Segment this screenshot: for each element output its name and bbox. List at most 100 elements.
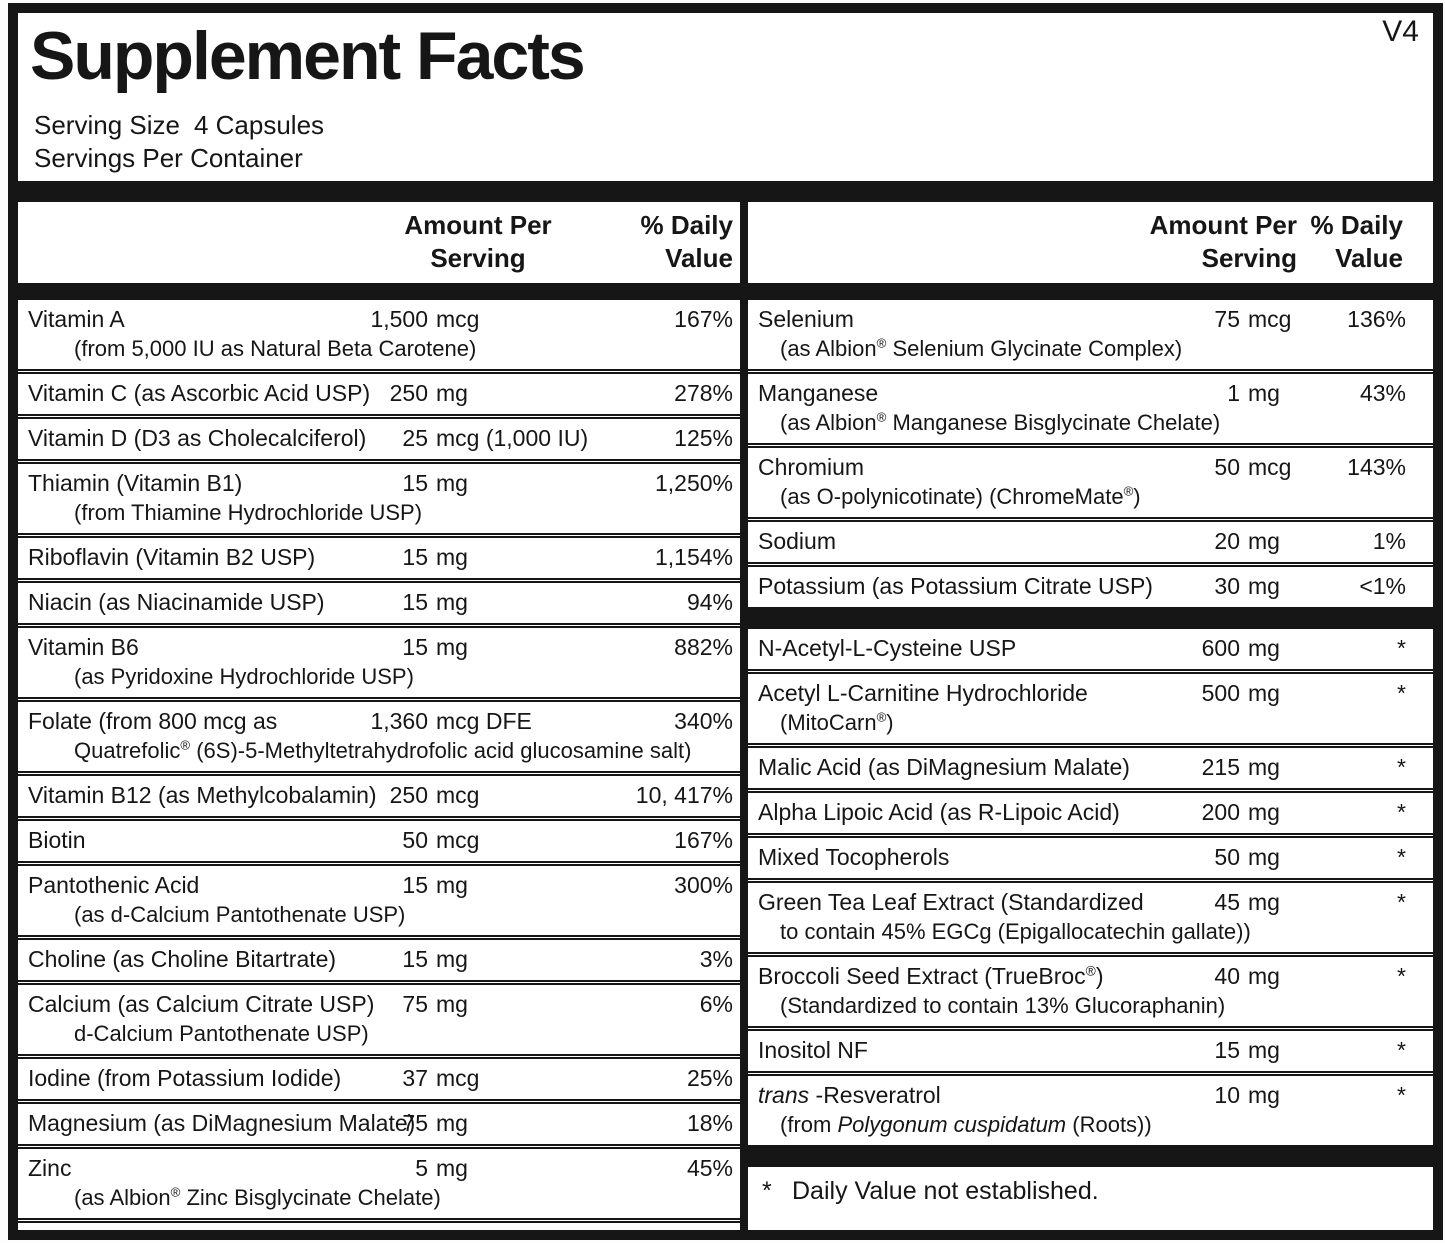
left-nutrient-column: Vitamin A (from 5,000 IU as Natural Beta …	[18, 300, 740, 1230]
nutrient-daily-value: 3%	[699, 946, 733, 972]
nutrient-daily-value: 43%	[1359, 380, 1406, 406]
nutrient-detail: (Standardized to contain 13% Glucoraphan…	[780, 993, 1226, 1018]
serving-info: Serving Size 4 Capsules Servings Per Cont…	[34, 109, 324, 175]
nutrient-detail: (as O-polynicotinate) (ChromeMate®)	[780, 483, 1141, 509]
nutrient-name: Vitamin B6 (as Pyridoxine Hydrochloride U…	[28, 633, 740, 691]
nutrient-row: Mixed Tocopherols 50 mg *	[748, 833, 1433, 878]
nutrient-row: Biotin 50 mcg 167%	[18, 816, 740, 861]
nutrient-detail: (MitoCarn®)	[780, 709, 894, 735]
nutrient-daily-value: <1%	[1359, 573, 1406, 599]
nutrient-amount: 75 mg	[402, 1110, 468, 1136]
nutrient-amount: 75 mcg	[1214, 306, 1292, 332]
nutrient-row: Zinc (as Albion® Zinc Bisglycinate Chelat…	[18, 1144, 740, 1223]
nutrient-daily-value: 1,250%	[654, 470, 733, 496]
nutrient-row: Thiamin (Vitamin B1) (from Thiamine Hydro…	[18, 459, 740, 533]
nutrient-amount: 37 mcg	[402, 1065, 480, 1091]
nutrient-detail: (from Thiamine Hydrochloride USP)	[74, 500, 423, 525]
nutrient-name: Folate (from 800 mcg as Quatrefolic® (6S)…	[28, 707, 740, 765]
nutrient-name: Thiamin (Vitamin B1) (from Thiamine Hydro…	[28, 469, 740, 527]
right-amount-header: Amount Per Serving	[1149, 210, 1297, 273]
nutrient-row: Riboflavin (Vitamin B2 USP) 15 mg 1,154%	[18, 533, 740, 578]
nutrient-detail: (from Polygonum cuspidatum (Roots))	[780, 1112, 1152, 1137]
nutrient-name: Vitamin D (D3 as Cholecalciferol)	[28, 425, 367, 451]
nutrient-amount: 15 mg	[402, 470, 468, 496]
nutrient-row: Malic Acid (as DiMagnesium Malate) 215 mg *	[748, 743, 1433, 788]
nutrient-amount: 5 mg	[415, 1155, 468, 1181]
nutrient-daily-value: *	[1397, 680, 1406, 706]
nutrient-amount: 15 mg	[402, 589, 468, 615]
daily-value-footnote: * Daily Value not established.	[748, 1167, 1433, 1206]
nutrient-amount: 30 mg	[1214, 573, 1280, 599]
nutrient-row: Broccoli Seed Extract (TrueBroc®) (Standa…	[748, 952, 1433, 1026]
nutrient-row: Vitamin D (D3 as Cholecalciferol) 25 mcg (…	[18, 414, 740, 459]
nutrient-detail: (as Albion® Zinc Bisglycinate Chelate)	[74, 1184, 441, 1210]
nutrient-daily-value: 125%	[674, 425, 733, 451]
nutrient-daily-value: *	[1397, 754, 1406, 780]
nutrient-daily-value: *	[1397, 844, 1406, 870]
nutrient-daily-value: 167%	[674, 306, 733, 332]
nutrient-name: Calcium (as Calcium Citrate USP) d-Calciu…	[28, 990, 740, 1048]
nutrient-name: Biotin	[28, 827, 86, 853]
nutrient-name: Inositol NF	[758, 1037, 868, 1063]
nutrient-row: Alpha Lipoic Acid (as R-Lipoic Acid) 200 m…	[748, 788, 1433, 833]
nutrients-body: Vitamin A (from 5,000 IU as Natural Beta …	[18, 300, 1433, 1230]
nutrient-name: Acetyl L-Carnitine Hydrochloride (MitoCar…	[758, 679, 1433, 737]
nutrient-row: Niacin (as Niacinamide USP) 15 mg 94%	[18, 578, 740, 623]
nutrient-name: Niacin (as Niacinamide USP)	[28, 589, 325, 615]
column-divider	[740, 202, 748, 1230]
nutrient-row: Manganese (as Albion® Manganese Bisglycin…	[748, 369, 1433, 443]
nutrient-amount: 1,500 mcg	[370, 306, 480, 332]
nutrient-name: Choline (as Choline Bitartrate)	[28, 946, 337, 972]
nutrient-amount: 20 mg	[1214, 528, 1280, 554]
nutrient-daily-value: *	[1397, 1082, 1406, 1108]
nutrient-name: Mixed Tocopherols	[758, 844, 950, 870]
nutrient-detail: to contain 45% EGCg (Epigallocatechin ga…	[780, 919, 1251, 944]
nutrient-amount: 250 mcg	[389, 782, 480, 808]
nutrient-row: Vitamin B6 (as Pyridoxine Hydrochloride U…	[18, 623, 740, 697]
nutrient-amount: 200 mg	[1201, 799, 1280, 825]
nutrient-amount: 50 mg	[1214, 844, 1280, 870]
nutrient-name: Chromium (as O-polynicotinate) (ChromeMat…	[758, 453, 1433, 511]
nutrient-daily-value: 1,154%	[654, 544, 733, 570]
nutrient-daily-value: 167%	[674, 827, 733, 853]
nutrient-amount: 600 mg	[1201, 635, 1280, 661]
column-headers: Amount Per Serving % Daily Value Amount …	[18, 202, 1433, 283]
nutrient-row: Folate (from 800 mcg as Quatrefolic® (6S)…	[18, 697, 740, 771]
nutrient-daily-value: *	[1397, 889, 1406, 915]
nutrient-daily-value: 10, 417%	[635, 782, 733, 808]
nutrient-daily-value: 6%	[699, 991, 733, 1017]
nutrient-daily-value: *	[1397, 1037, 1406, 1063]
nutrient-daily-value: 25%	[686, 1065, 733, 1091]
servings-per-container: Servings Per Container	[34, 143, 303, 173]
nutrient-name: Riboflavin (Vitamin B2 USP)	[28, 544, 316, 570]
nutrient-amount: 15 mg	[402, 634, 468, 660]
nutrient-row: Green Tea Leaf Extract (Standardized to c…	[748, 878, 1433, 952]
serving-size-line: Serving Size 4 Capsules	[34, 109, 324, 142]
nutrient-daily-value: 94%	[686, 589, 733, 615]
nutrient-name: Iodine (from Potassium Iodide)	[28, 1065, 342, 1091]
nutrient-row: Inositol NF 15 mg *	[748, 1026, 1433, 1071]
nutrient-detail: (from 5,000 IU as Natural Beta Carotene)	[74, 336, 477, 361]
nutrient-daily-value: 143%	[1347, 454, 1406, 480]
nutrient-name: Malic Acid (as DiMagnesium Malate)	[758, 754, 1130, 780]
nutrient-daily-value: 882%	[674, 634, 733, 660]
left-amount-header: Amount Per Serving	[404, 210, 552, 273]
nutrient-detail: (as Albion® Manganese Bisglycinate Chela…	[780, 409, 1221, 435]
nutrient-amount: 1,360 mcg DFE	[370, 708, 532, 734]
nutrient-row: Chromium (as O-polynicotinate) (ChromeMat…	[748, 443, 1433, 517]
label-border-box: V4 Supplement Facts Serving Size 4 Capsul…	[8, 3, 1443, 1240]
nutrient-name: Green Tea Leaf Extract (Standardized to c…	[758, 888, 1433, 946]
serving-size-value: 4 Capsules	[193, 110, 325, 140]
nutrient-row: Magnesium (as DiMagnesium Malate) 75 mg 18%	[18, 1099, 740, 1144]
nutrient-detail: d-Calcium Pantothenate USP)	[74, 1021, 369, 1046]
divider-spacer	[740, 300, 748, 1230]
nutrient-name: Alpha Lipoic Acid (as R-Lipoic Acid)	[758, 799, 1120, 825]
nutrient-row: Selenium (as Albion® Selenium Glycinate C…	[748, 300, 1433, 369]
nutrient-row: Pantothenic Acid (as d-Calcium Pantothena…	[18, 861, 740, 935]
nutrient-daily-value: 45%	[686, 1155, 733, 1181]
nutrient-row: N-Acetyl-L-Cysteine USP 600 mg *	[748, 629, 1433, 669]
group-divider-bar	[748, 607, 1433, 629]
nutrient-name: Magnesium (as DiMagnesium Malate)	[28, 1110, 416, 1136]
nutrient-amount: 215 mg	[1201, 754, 1280, 780]
